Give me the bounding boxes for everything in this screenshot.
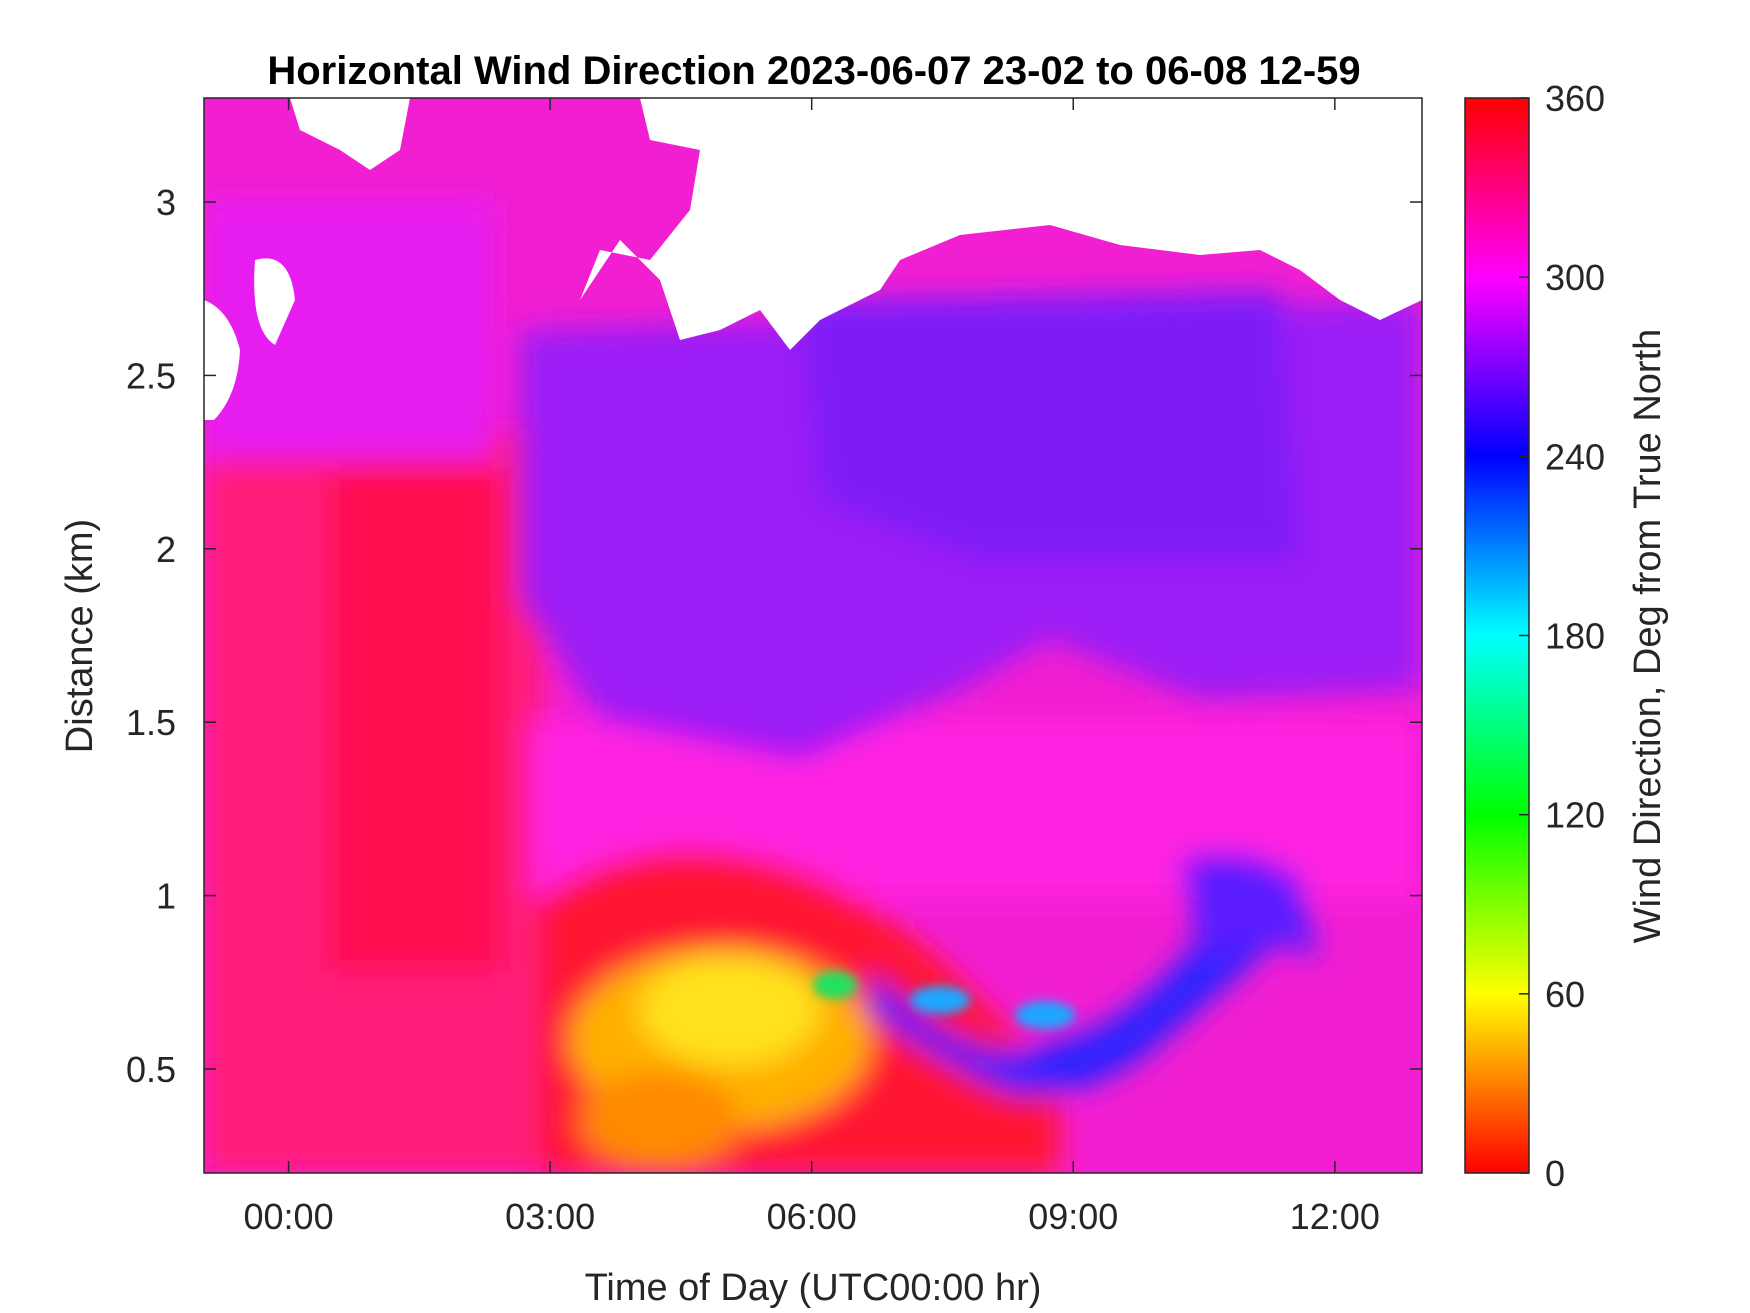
- region-magenta-upper-left: [204, 200, 494, 460]
- y-tick-label: 1: [156, 876, 176, 917]
- region-cyan-patch: [910, 986, 970, 1014]
- colorbar-tick-label: 120: [1545, 795, 1605, 836]
- heatmap-field: [204, 98, 1422, 1173]
- region-green-patch: [813, 971, 857, 999]
- colorbar-tick-label: 60: [1545, 974, 1585, 1015]
- x-tick-label: 06:00: [767, 1196, 857, 1237]
- colorbar: [1464, 97, 1530, 1174]
- region-red-core: [330, 470, 500, 970]
- region-cyan-patch-2: [1015, 1001, 1075, 1029]
- region-purple-deep: [800, 290, 1300, 560]
- no-data-left-2: [254, 258, 295, 345]
- region-blue-layer: [870, 870, 1280, 1096]
- colorbar-tick-label: 300: [1545, 257, 1605, 298]
- colorbar-tick-label: 0: [1545, 1153, 1565, 1194]
- y-axis-label: Distance (km): [59, 519, 101, 753]
- y-tick-label: 2: [156, 529, 176, 570]
- y-axis: 0.5 1 1.5 2 2.5 3: [126, 182, 1422, 1090]
- y-tick-label: 2.5: [126, 355, 176, 396]
- no-data-left: [204, 300, 240, 420]
- x-tick-label: 09:00: [1028, 1196, 1118, 1237]
- y-tick-label: 3: [156, 182, 176, 223]
- y-tick-label: 1.5: [126, 702, 176, 743]
- colorbar-tick-label: 180: [1545, 616, 1605, 657]
- colorbar-label: Wind Direction, Deg from True North: [1627, 329, 1669, 944]
- x-tick-label: 00:00: [244, 1196, 334, 1237]
- colorbar-tick-label: 240: [1545, 436, 1605, 477]
- plot-frame: [203, 97, 1423, 1174]
- region-yellow-core: [640, 955, 820, 1065]
- x-axis-label: Time of Day (UTC00:00 hr): [585, 1267, 1042, 1309]
- no-data-left-top: [290, 98, 410, 170]
- x-tick-label: 03:00: [505, 1196, 595, 1237]
- chart-title: Horizontal Wind Direction 2023-06-07 23-…: [267, 49, 1360, 93]
- colorbar-ticks: 0 60 120 180 240 300 360: [1519, 78, 1605, 1194]
- x-axis: 00:00 03:00 06:00 09:00 12:00: [244, 98, 1380, 1237]
- no-data-top: [440, 98, 1422, 350]
- region-orange-low: [580, 1070, 740, 1170]
- y-tick-label: 0.5: [126, 1049, 176, 1090]
- colorbar-tick-label: 360: [1545, 78, 1605, 119]
- region-blue-right: [1180, 853, 1320, 960]
- x-tick-label: 12:00: [1290, 1196, 1380, 1237]
